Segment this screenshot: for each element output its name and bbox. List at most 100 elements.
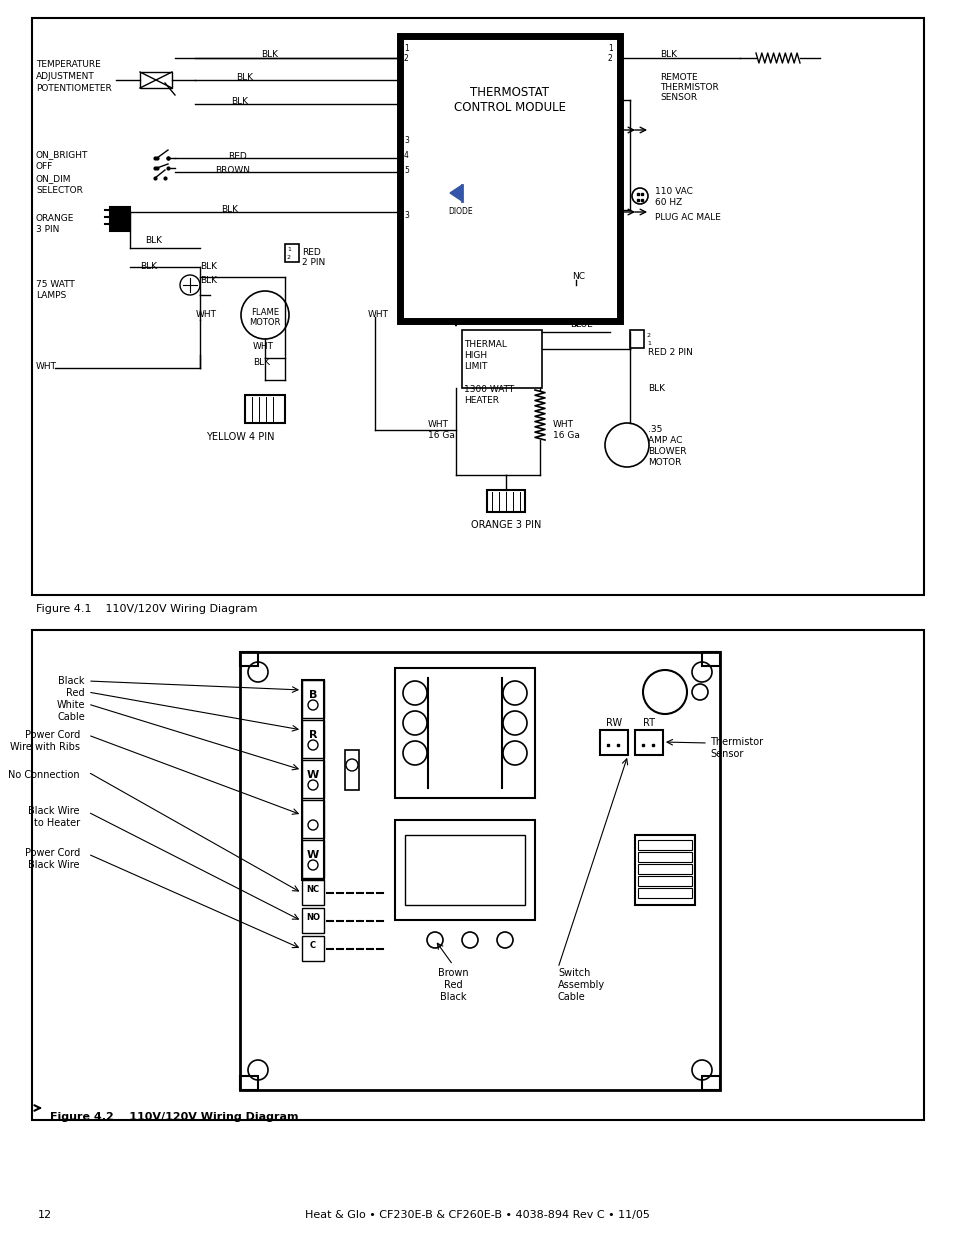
Bar [285,245,298,262]
Bar [302,881,324,905]
Text: SELECTOR: SELECTOR [36,186,83,195]
Text: Black: Black [58,676,85,685]
Text: Black Wire: Black Wire [29,806,80,816]
Text: TEMPERATURE: TEMPERATURE [36,61,101,69]
Text: 2: 2 [646,333,650,338]
Text: ON_DIM: ON_DIM [36,174,71,183]
Bar [140,72,172,88]
Text: BLK: BLK [145,236,162,245]
Text: RED 2 PIN: RED 2 PIN [647,348,692,357]
Text: WHT: WHT [368,310,389,319]
Text: BLK: BLK [253,358,270,367]
Bar [32,19,923,595]
Text: .35: .35 [647,425,661,433]
Text: C: C [310,941,315,950]
Text: BLOWER: BLOWER [647,447,686,456]
Text: PLUG AC MALE: PLUG AC MALE [655,212,720,222]
Text: 1: 1 [287,247,291,252]
Text: Cable: Cable [57,713,85,722]
Text: 3 PIN: 3 PIN [36,225,59,233]
Bar [638,864,691,874]
Text: RT: RT [642,718,655,727]
Text: CONTROL MODULE: CONTROL MODULE [454,101,565,114]
Text: Heat & Glo • CF230E-B & CF260E-B • 4038-894 Rev C • 11/05: Heat & Glo • CF230E-B & CF260E-B • 4038-… [304,1210,649,1220]
Text: 60 HZ: 60 HZ [655,198,681,207]
Text: HIGH: HIGH [463,351,487,359]
Text: Black Wire: Black Wire [29,860,80,869]
Bar [240,1076,257,1091]
Text: Assembly: Assembly [558,981,604,990]
Text: Sensor: Sensor [709,748,742,760]
Text: 4: 4 [403,151,409,161]
Bar [240,652,720,1091]
Text: 110 VAC: 110 VAC [655,186,692,196]
Text: Figure 4.2    110V/120V Wiring Diagram: Figure 4.2 110V/120V Wiring Diagram [50,1112,298,1123]
Bar [638,852,691,862]
Text: W: W [307,850,319,860]
Text: No Connection: No Connection [9,769,80,781]
Text: ORANGE 3 PIN: ORANGE 3 PIN [471,520,540,530]
Text: W: W [307,769,319,781]
Text: POTENTIOMETER: POTENTIOMETER [36,84,112,93]
Text: MOTOR: MOTOR [647,458,680,467]
Polygon shape [450,185,461,201]
Text: WHT: WHT [553,420,574,429]
Text: 12: 12 [38,1210,52,1220]
Bar [599,730,627,755]
Text: NO: NO [306,913,319,923]
Text: THERMOSTAT: THERMOSTAT [470,86,549,99]
Text: RED: RED [228,152,247,161]
Text: REMOTE: REMOTE [659,73,697,82]
Bar [240,652,257,666]
Bar [395,668,535,798]
Text: 1: 1 [607,44,612,53]
Text: 2 PIN: 2 PIN [302,258,325,267]
Bar [302,936,324,961]
Bar [638,876,691,885]
Text: 3: 3 [403,136,409,144]
Bar [302,680,324,881]
Bar [399,36,619,321]
Text: LIMIT: LIMIT [463,362,487,370]
Text: AMP AC: AMP AC [647,436,681,445]
Bar [629,330,643,348]
Text: RED: RED [302,248,320,257]
Bar [302,800,324,839]
Bar [345,750,358,790]
Bar [638,888,691,898]
Text: B: B [309,690,316,700]
Text: WHT: WHT [253,342,274,351]
Text: Red: Red [443,981,462,990]
Text: THERMAL: THERMAL [463,340,506,350]
Text: RW: RW [605,718,621,727]
Text: 2: 2 [287,254,291,261]
Text: Thermistor: Thermistor [709,737,762,747]
Text: 2: 2 [607,54,612,63]
Text: BLK: BLK [140,262,157,270]
Text: NC: NC [572,272,584,282]
Text: DIODE: DIODE [448,207,472,216]
Text: ON_BRIGHT: ON_BRIGHT [36,149,89,159]
Text: SENSOR: SENSOR [659,93,697,103]
Text: ORANGE: ORANGE [36,214,74,224]
Text: Power Cord: Power Cord [25,848,80,858]
Bar [635,835,695,905]
Text: NC: NC [306,885,319,894]
Text: BLK: BLK [261,49,278,59]
Bar [701,652,720,666]
Text: Red: Red [67,688,85,698]
Bar [701,1076,720,1091]
Text: BROWN: BROWN [214,165,250,175]
Bar [395,820,535,920]
Bar [110,207,130,231]
Text: WHT: WHT [428,420,449,429]
Text: BLK: BLK [236,73,253,82]
Text: 3: 3 [403,211,409,220]
Bar [405,835,524,905]
Text: BLK: BLK [232,98,248,106]
Text: ADJUSTMENT: ADJUSTMENT [36,72,94,82]
Text: Black: Black [439,992,466,1002]
Text: BLK: BLK [200,275,216,285]
Text: 1: 1 [403,44,408,53]
Bar [302,908,324,932]
